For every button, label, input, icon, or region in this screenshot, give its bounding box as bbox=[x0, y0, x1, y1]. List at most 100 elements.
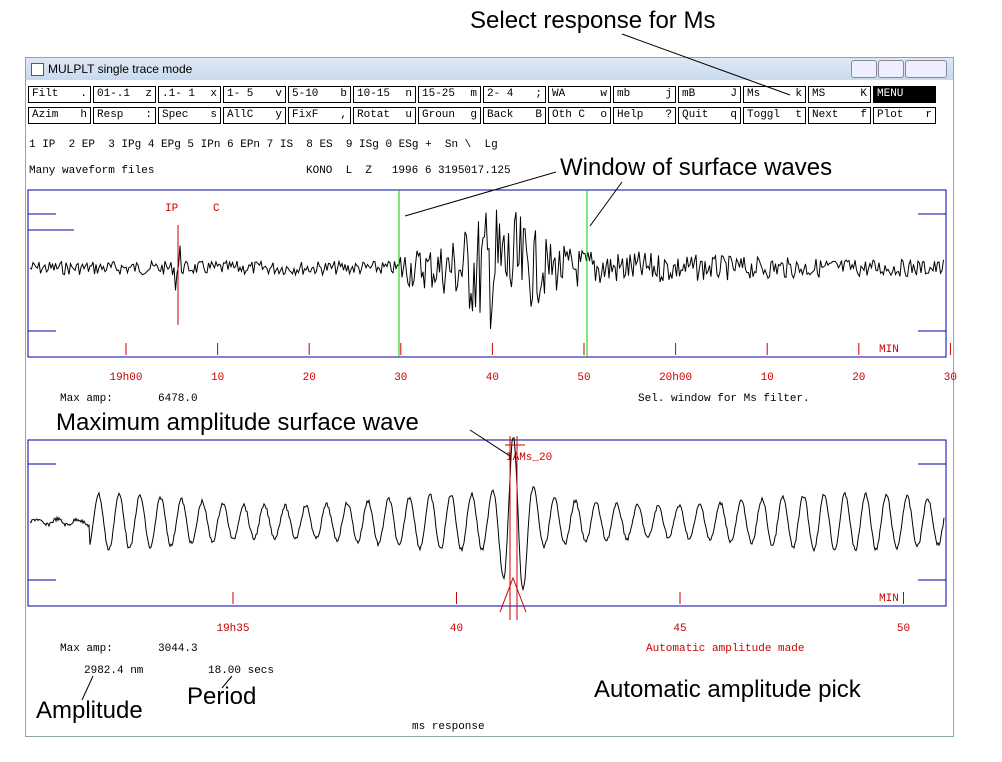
annotation-lines bbox=[81, 33, 791, 701]
button-key: u bbox=[405, 109, 412, 121]
button-label: mb bbox=[617, 88, 631, 100]
app-window: MULPLT single trace mode bbox=[25, 57, 954, 737]
button-key: k bbox=[795, 88, 802, 100]
annotations: Select response for Ms Window of surface… bbox=[36, 7, 862, 724]
button-key: m bbox=[470, 88, 477, 100]
button-label: Filt bbox=[32, 88, 59, 100]
button-label: Ms bbox=[747, 88, 761, 100]
button-key: y bbox=[275, 109, 282, 121]
annotation: Period bbox=[187, 683, 256, 710]
tick-label: 40 bbox=[450, 623, 463, 635]
menu-button[interactable]: MENU bbox=[873, 86, 936, 103]
tick-label: 45 bbox=[673, 623, 686, 635]
menu-button[interactable]: Next f bbox=[808, 107, 871, 124]
button-label: Rotat bbox=[357, 109, 391, 121]
button-key: ? bbox=[665, 109, 672, 121]
button-key: g bbox=[470, 109, 477, 121]
button-key: B bbox=[535, 109, 542, 121]
menu-button[interactable]: 10-15 n bbox=[353, 86, 416, 103]
button-key: n bbox=[405, 88, 412, 100]
button-label: Plot bbox=[877, 109, 904, 121]
menu-button[interactable]: Ms k bbox=[743, 86, 806, 103]
menu-button[interactable]: Oth C o bbox=[548, 107, 611, 124]
annotation: Window of surface waves bbox=[560, 154, 832, 181]
minimize[interactable] bbox=[851, 60, 877, 78]
app-icon bbox=[31, 63, 44, 76]
button-label: MS bbox=[812, 88, 826, 100]
menu-button[interactable]: Plot r bbox=[873, 107, 936, 124]
menu-button[interactable]: 1- 5 v bbox=[223, 86, 286, 103]
tick-label: 30 bbox=[944, 372, 957, 384]
button-label: Toggl bbox=[747, 109, 781, 121]
menu-button[interactable]: AllC y bbox=[223, 107, 286, 124]
button-label: 2- 4 bbox=[487, 88, 514, 100]
menu-button[interactable]: 2- 4; bbox=[483, 86, 546, 103]
menu-button[interactable]: .1- 1 x bbox=[158, 86, 221, 103]
tick-label: 10 bbox=[761, 372, 774, 384]
button-key: x bbox=[210, 88, 217, 100]
button-key: r bbox=[925, 109, 932, 121]
menu-button[interactable]: WA w bbox=[548, 86, 611, 103]
button-label: FixF bbox=[292, 109, 319, 121]
tick-label: 20h00 bbox=[659, 372, 692, 384]
menu-button[interactable]: Azim h bbox=[28, 107, 91, 124]
button-label: Spec bbox=[162, 109, 189, 121]
button-label: Resp bbox=[97, 109, 124, 121]
window-controls bbox=[851, 60, 947, 78]
menu-button[interactable]: Resp: bbox=[93, 107, 156, 124]
panel-markers bbox=[28, 213, 946, 581]
amplitude-value: 2982.4 nm bbox=[84, 665, 144, 677]
button-label: Help bbox=[617, 109, 644, 121]
unit-label: MIN bbox=[879, 344, 899, 356]
tick-label: 20 bbox=[303, 372, 316, 384]
menu-button[interactable]: Rotat u bbox=[353, 107, 416, 124]
axis-labels: 19h00 10 20 30 40 50 20h00 10 20 30 19h35 40 45 50 bbox=[109, 343, 957, 635]
menu-button[interactable]: Toggl t bbox=[743, 107, 806, 124]
button-label: Next bbox=[812, 109, 839, 121]
button-key: . bbox=[80, 88, 87, 100]
menu-button[interactable]: Help? bbox=[613, 107, 676, 124]
tick-label: 20 bbox=[852, 372, 865, 384]
annotation: Amplitude bbox=[36, 697, 143, 724]
menu-button[interactable]: Spec s bbox=[158, 107, 221, 124]
button-key: J bbox=[730, 88, 737, 100]
menu-button[interactable]: Back B bbox=[483, 107, 546, 124]
close[interactable] bbox=[905, 60, 947, 78]
button-label: Back bbox=[487, 109, 514, 121]
button-label: 15-25 bbox=[422, 88, 456, 100]
maximize[interactable] bbox=[878, 60, 904, 78]
menu-button[interactable]: mb j bbox=[613, 86, 676, 103]
menu-button[interactable]: MS K bbox=[808, 86, 871, 103]
bottom-panel bbox=[27, 439, 947, 607]
tick-label: 10 bbox=[211, 372, 224, 384]
button-label: AllC bbox=[227, 109, 254, 121]
menu-button[interactable]: 5-10 b bbox=[288, 86, 351, 103]
tick-label: 19h00 bbox=[109, 372, 142, 384]
menu-button[interactable]: 01-.1 z bbox=[93, 86, 156, 103]
waveform bbox=[29, 209, 944, 329]
annotation: Automatic amplitude pick bbox=[594, 676, 862, 703]
button-key: s bbox=[210, 109, 217, 121]
tick-label: 30 bbox=[394, 372, 407, 384]
button-key: j bbox=[665, 88, 672, 100]
button-key: q bbox=[730, 109, 737, 121]
menu-button[interactable]: 15-25 m bbox=[418, 86, 481, 103]
menu-button[interactable]: Groun g bbox=[418, 107, 481, 124]
menu-button[interactable]: FixF, bbox=[288, 107, 351, 124]
menu-button[interactable]: mB J bbox=[678, 86, 741, 103]
menu-button[interactable]: Quit q bbox=[678, 107, 741, 124]
pick-label: IAMs_20 bbox=[506, 452, 552, 464]
polarity-label: C bbox=[213, 203, 220, 215]
message: Sel. window for Ms filter. bbox=[638, 393, 810, 405]
button-key: z bbox=[145, 88, 152, 100]
unit-label: MIN bbox=[879, 593, 899, 605]
tick-label: 19h35 bbox=[216, 623, 249, 635]
button-label: Oth C bbox=[552, 109, 586, 121]
amp-pick bbox=[499, 436, 527, 620]
button-label: mB bbox=[682, 88, 696, 100]
button-key: : bbox=[145, 109, 152, 121]
button-key: K bbox=[860, 88, 867, 100]
menu-button[interactable]: Filt. bbox=[28, 86, 91, 103]
